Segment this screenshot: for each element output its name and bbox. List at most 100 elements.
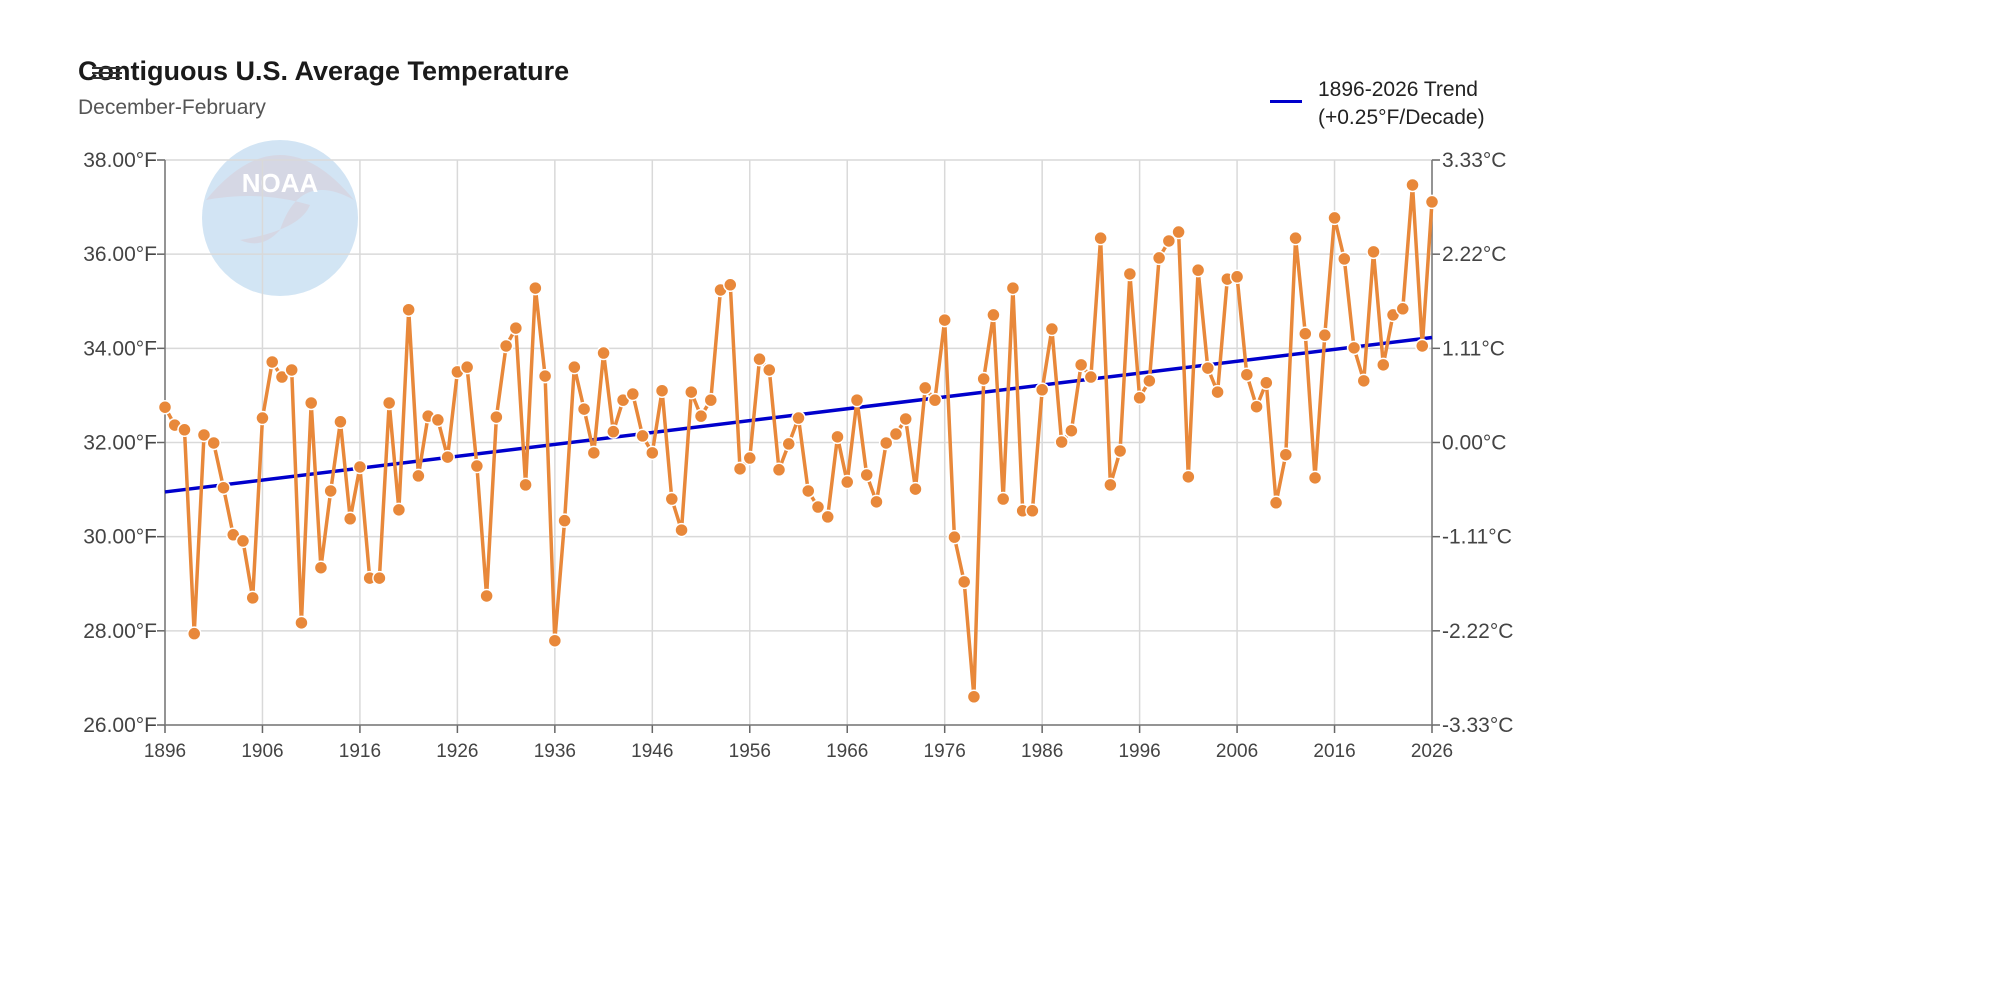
y-tick-label-right: 2.22°C [1442,243,1506,266]
data-point [440,449,455,465]
x-tick-label: 2026 [1411,741,1453,762]
data-point [781,436,797,452]
data-point [1103,477,1118,493]
noaa-logo: NOAA [202,140,358,296]
data-point [1317,327,1333,343]
axes: 1896 1906 1916 1926 1936 1946 1956 1966 1976 1986… [83,149,1513,762]
data-point [674,522,689,538]
data-point [1112,443,1128,459]
data-point [1025,503,1040,519]
data-point [430,412,446,428]
data-point [1366,244,1381,260]
data-point [947,529,962,545]
data-point [1298,326,1313,341]
x-tick-label: 1976 [924,741,966,762]
data-point [898,411,913,427]
x-tick-label: 1996 [1118,741,1160,762]
data-point [888,426,904,442]
hamburger-icon[interactable] [92,64,122,84]
data-point [1424,194,1440,210]
x-tick-label: 1926 [436,741,478,762]
data-point [1034,382,1050,398]
data-point [567,359,582,375]
y-tick-label-left: 38.00°F [83,149,157,172]
data-point [537,368,553,384]
data-point [333,414,348,430]
data-point [878,435,894,451]
data-point [469,458,485,474]
data-point [196,427,212,443]
data-point [1161,233,1177,249]
legend-trend-label: 1896-2026 Trend [1318,78,1478,101]
data-point [1405,177,1420,193]
data-point [869,494,884,510]
data-point [684,384,699,400]
x-tick-label: 1986 [1021,741,1063,762]
data-point [313,560,329,575]
data-point [508,320,524,336]
data-point [303,395,319,411]
data-point [216,480,231,495]
data-point [1190,262,1206,278]
data-point [342,511,358,527]
data-point [654,383,670,398]
y-tick-label-right: -1.11°C [1442,526,1512,549]
chart-subtitle: December-February [78,96,266,119]
series-line [163,183,1434,699]
legend-trend-swatch [1270,100,1302,103]
data-point [927,392,943,408]
data-point [1376,357,1391,373]
data-point [498,338,514,354]
data-point [294,615,309,631]
data-point [596,345,611,361]
data-point [752,351,767,367]
data-point [401,302,416,317]
x-tick-label: 1966 [826,741,868,762]
data-point [586,445,602,461]
data-point [723,277,738,293]
data-point [1005,280,1021,296]
data-point [518,477,533,493]
data-point [235,533,251,549]
y-tick-label-left: 26.00°F [83,714,157,737]
data-point [1356,373,1372,389]
data-point [1064,423,1079,438]
y-tick-label-left: 32.00°F [83,432,157,455]
data-point [986,307,1001,323]
data-point [186,626,202,641]
y-tick-label-right: -2.22°C [1442,620,1513,643]
y-tick-label-left: 30.00°F [83,526,157,549]
data-point [995,491,1011,507]
data-point [1278,447,1294,462]
data-point [479,588,494,604]
data-point [664,491,680,507]
y-tick-label-left: 36.00°F [83,243,157,266]
legend[interactable]: 1896-2026 Trend (+0.25°F/Decade) [1270,76,1485,132]
data-point [1044,321,1060,337]
y-tick-label-left: 34.00°F [83,337,157,360]
data-point [839,474,855,490]
data-point [966,689,982,704]
data-point [703,392,719,408]
x-tick-label: 1936 [534,741,576,762]
data-point [1229,269,1245,285]
data-point [1249,399,1264,414]
data-point [1337,251,1352,267]
data-point [1181,469,1196,485]
y-tick-label-right: 3.33°C [1442,149,1506,172]
data-point [800,483,816,499]
data-point [810,499,826,515]
data-point [732,461,748,477]
data-point [459,359,475,375]
x-tick-label: 1946 [631,741,673,762]
x-tick-label: 2016 [1313,741,1355,762]
data-point [255,410,270,426]
data-point [820,509,835,525]
data-point [762,362,777,378]
series-group [157,177,1440,704]
data-point [1171,224,1186,240]
data-point [1142,373,1157,389]
data-point [742,450,758,466]
data-point [956,574,972,590]
data-point [908,481,923,497]
